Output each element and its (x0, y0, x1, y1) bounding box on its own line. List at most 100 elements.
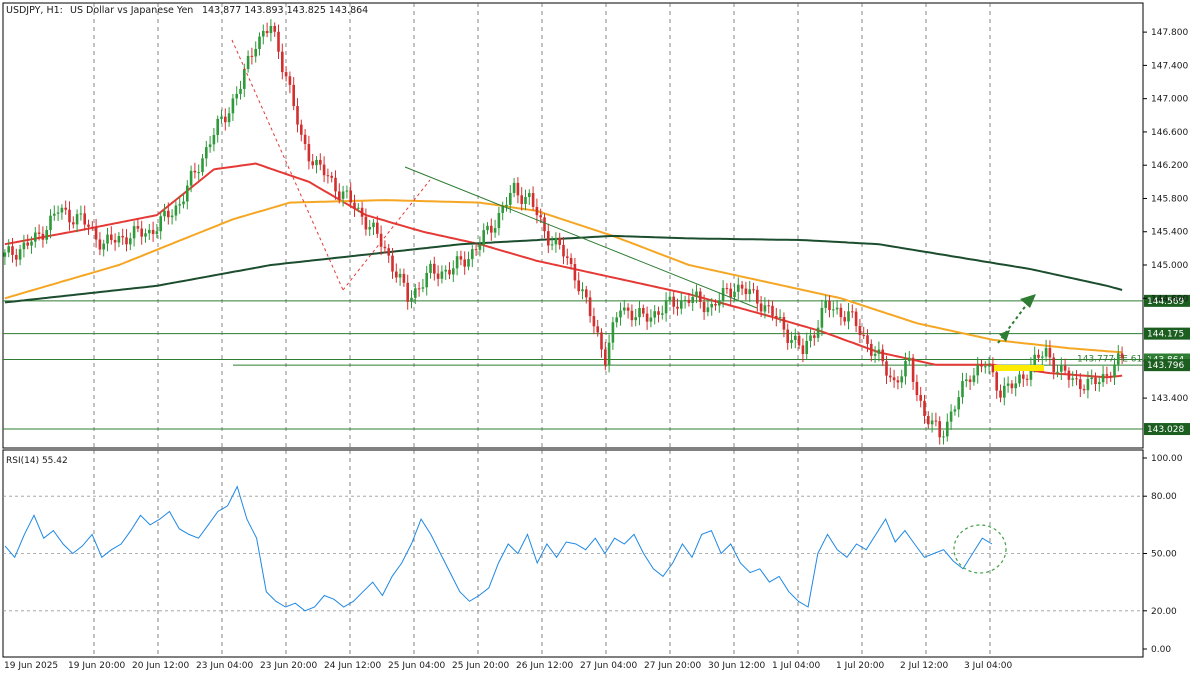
candle-bear (379, 233, 383, 247)
rsi-y-tick-label: 80.00 (1151, 492, 1177, 502)
candle-bear (786, 329, 789, 343)
x-tick-label: 27 Jun 04:00 (580, 661, 637, 671)
candle-bear (995, 372, 998, 391)
candle-bull (410, 297, 413, 302)
candle-bear (543, 217, 546, 232)
candle-bear (459, 256, 463, 260)
candle-bull (619, 310, 622, 318)
candle-bull (440, 271, 444, 279)
candle-bear (725, 288, 729, 290)
candle-bull (170, 215, 174, 218)
candle-bull (155, 231, 159, 235)
candle-bear (1067, 370, 1071, 380)
candle-bear (687, 299, 691, 303)
candle-bear (68, 209, 71, 223)
candle-bull (186, 185, 189, 202)
candle-bull (7, 246, 10, 253)
candle-bear (740, 284, 744, 289)
candle-bear (406, 282, 409, 302)
candle-bull (197, 172, 200, 174)
candle-bear (577, 280, 580, 292)
candle-bull (345, 190, 349, 192)
candle-bull (680, 300, 683, 309)
candle-bull (455, 256, 459, 269)
candle-bear (714, 304, 717, 306)
candle-bull (30, 241, 33, 246)
x-tick-label: 23 Jun 04:00 (196, 661, 253, 671)
candle-bull (1113, 364, 1116, 378)
candle-bull (524, 196, 527, 205)
candle-bear (1075, 378, 1078, 380)
candle-bear (934, 420, 938, 422)
candle-bull (159, 216, 162, 232)
candle-bear (15, 254, 18, 260)
candle-bear (303, 134, 307, 145)
candle-bull (1101, 374, 1105, 383)
candle-bear (775, 315, 778, 319)
candle-bear (402, 273, 406, 283)
candle-bear (782, 316, 786, 330)
candle-bull (201, 158, 204, 173)
candle-bull (1014, 383, 1017, 389)
candle-bull (45, 230, 48, 240)
candle-bull (231, 98, 235, 114)
annotations (231, 39, 1044, 371)
candle-bull (269, 26, 273, 34)
candle-bear (866, 335, 869, 344)
candle-bull (623, 307, 626, 311)
candle-bear (592, 316, 596, 327)
candle-bull (421, 287, 425, 289)
candle-bear (91, 226, 94, 228)
candle-bear (319, 159, 322, 165)
y-tick-label: 145.800 (1151, 194, 1188, 204)
level-price-label: 144.569 (1147, 297, 1184, 307)
rsi-y-tick-label: 100.00 (1151, 454, 1183, 464)
candle-bull (425, 272, 428, 288)
candle-bear (433, 263, 436, 274)
candle-bear (224, 116, 227, 123)
candle-bull (1060, 365, 1063, 372)
candle-bear (41, 233, 45, 240)
rsi-title: RSI(14) 55.42 (6, 456, 68, 466)
y-tick-label: 146.200 (1151, 161, 1188, 171)
candle-bull (182, 201, 185, 205)
candle-bear (113, 239, 117, 243)
candle-bear (539, 215, 542, 218)
candle-bull (1044, 347, 1048, 357)
candle-bear (1048, 347, 1052, 358)
level-price-box (1144, 294, 1190, 307)
rsi-highlight-circle (953, 524, 1007, 574)
candle-bull (315, 159, 318, 166)
candle-bull (718, 300, 721, 306)
candle-bull (816, 327, 820, 338)
candle-bear (626, 307, 630, 311)
candle-bear (1010, 383, 1014, 389)
candle-bear (676, 306, 679, 309)
candle-bull (976, 365, 979, 376)
candle-bull (847, 311, 850, 322)
candle-bear (744, 288, 748, 295)
candle-bear (1109, 375, 1112, 378)
candle-bull (664, 300, 668, 314)
candle-bear (828, 300, 831, 311)
candle-bull (482, 230, 485, 245)
x-tick-label: 20 Jun 12:00 (132, 661, 189, 671)
candle-bear (296, 106, 299, 125)
moving-average-line (4, 162, 1123, 379)
candle-bear (547, 231, 550, 246)
candle-bear (281, 51, 284, 73)
candle-bull (220, 116, 223, 119)
candle-bull (372, 222, 375, 228)
candle-bear (980, 365, 983, 367)
candle-bull (908, 357, 911, 361)
candle-bull (174, 205, 178, 216)
rsi-y-tick-label: 50.00 (1151, 550, 1177, 560)
candle-bull (467, 259, 470, 267)
x-tick-label: 19 Jun 2025 (4, 661, 58, 671)
up-arrow-head (1020, 294, 1036, 308)
level-price-label: 143.028 (1147, 425, 1184, 435)
candle-bear (1022, 374, 1025, 379)
candle-bull (497, 212, 501, 229)
candle-bear (596, 326, 599, 333)
